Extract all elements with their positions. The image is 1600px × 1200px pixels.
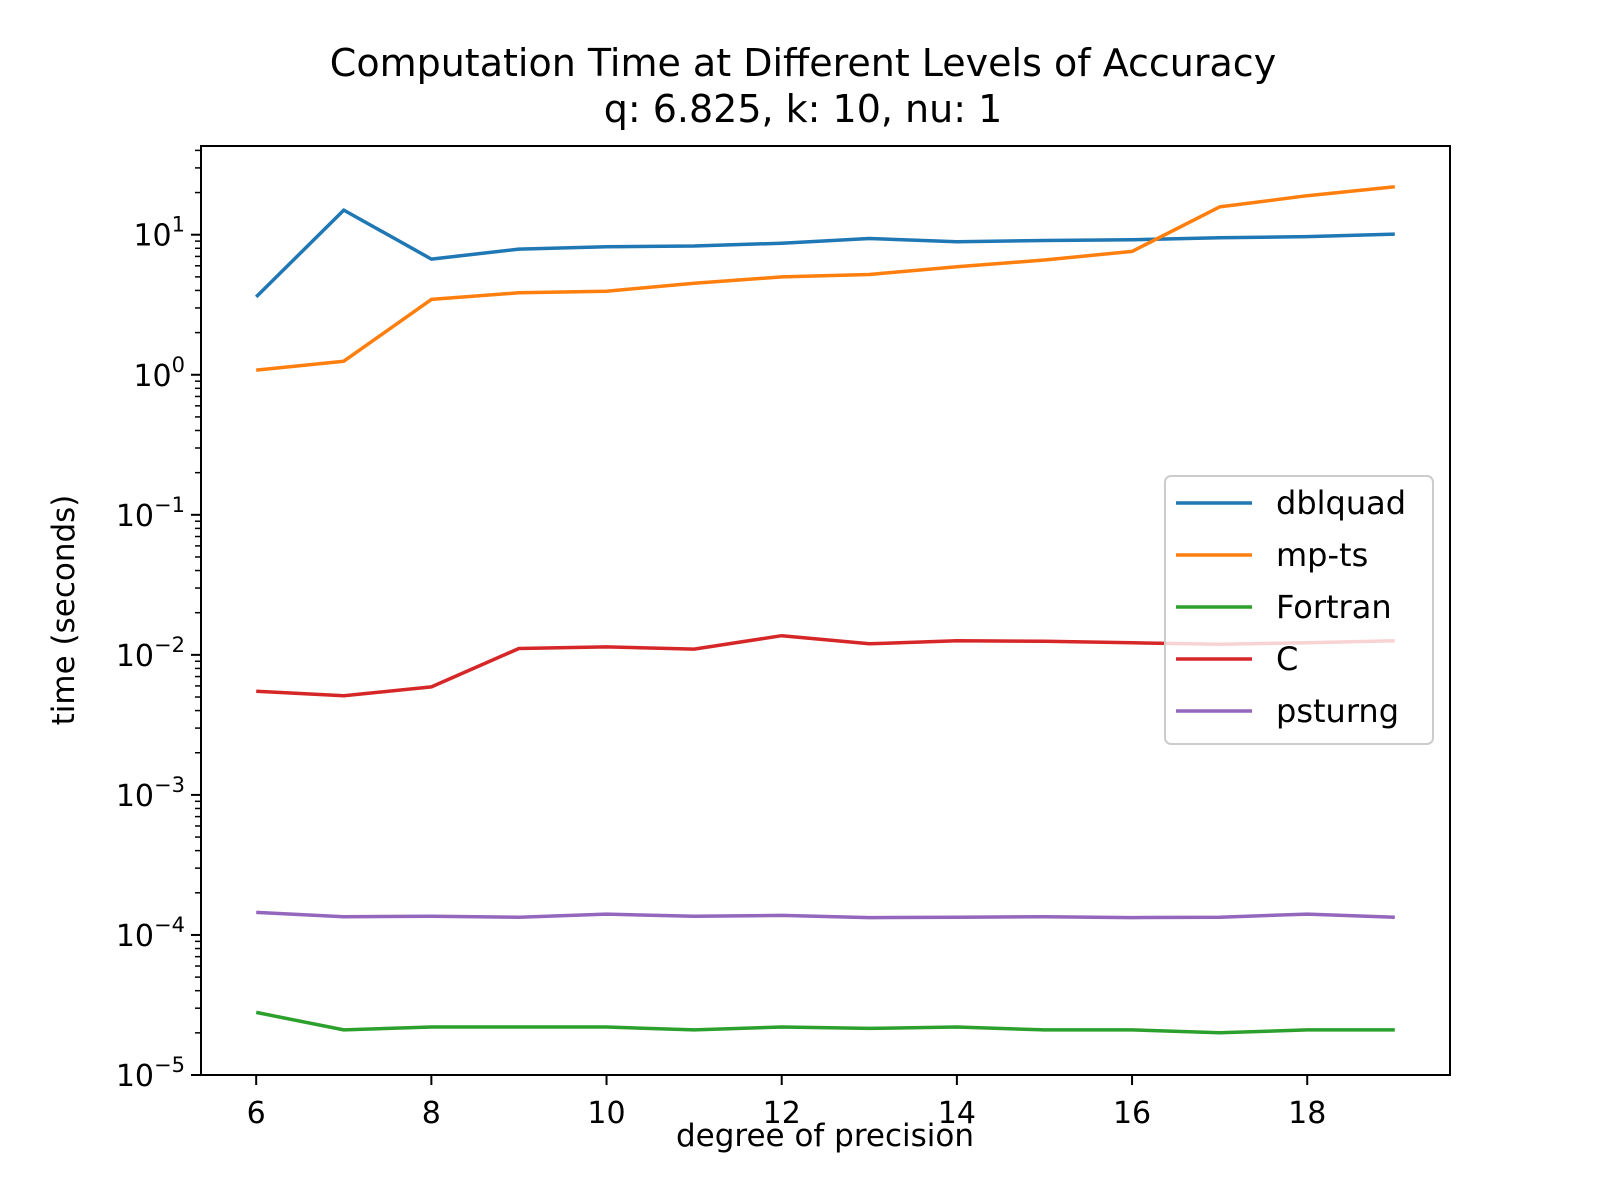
x-tick-label: 16 [1113, 1096, 1151, 1131]
y-tick-exponent: −1 [154, 493, 185, 517]
y-tick-exponent: −2 [154, 633, 185, 657]
x-axis-label: degree of precision [676, 1118, 974, 1154]
y-tick-exponent: −3 [154, 773, 185, 797]
y-tick-label: 100 [133, 353, 185, 394]
y-axis-label: time (seconds) [46, 495, 82, 726]
series-line-Fortran [255, 1010, 1395, 1035]
y-tick-exponent: −4 [154, 913, 185, 937]
legend-box [1164, 475, 1434, 745]
y-tick-base: 10 [133, 219, 171, 254]
legend-label-psturng: psturng [1276, 692, 1399, 730]
y-tick-label: 10−1 [116, 493, 185, 534]
x-tick-label: 12 [763, 1096, 801, 1131]
legend-label-C: C [1276, 640, 1298, 678]
y-tick-base: 10 [116, 779, 154, 814]
chart-subtitle: q: 6.825, k: 10, nu: 1 [604, 87, 1003, 131]
x-tick-label: 18 [1288, 1096, 1326, 1131]
x-tick-label: 10 [587, 1096, 625, 1131]
y-tick-label: 10−5 [116, 1053, 185, 1094]
series-line-dblquad [254, 208, 1395, 299]
y-tick-base: 10 [116, 1059, 154, 1094]
legend-label-mp-ts: mp-ts [1276, 536, 1368, 574]
y-tick-label: 10−3 [116, 773, 185, 814]
y-tick-exponent: 1 [172, 213, 185, 237]
y-tick-exponent: −5 [154, 1053, 185, 1077]
y-tick-base: 10 [116, 499, 154, 534]
plot-frame [200, 145, 1451, 1076]
legend-label-dblquad: dblquad [1276, 484, 1406, 522]
y-tick-exponent: 0 [172, 353, 185, 377]
y-tick-base: 10 [133, 359, 171, 394]
y-tick-label: 10−4 [116, 913, 185, 954]
legend-label-Fortran: Fortran [1276, 588, 1392, 626]
x-tick-label: 8 [422, 1096, 441, 1131]
y-tick-base: 10 [116, 639, 154, 674]
x-tick-label: 6 [247, 1096, 266, 1131]
chart-title: Computation Time at Different Levels of … [330, 41, 1276, 85]
series-line-psturng [256, 910, 1395, 920]
x-tick-label: 14 [938, 1096, 976, 1131]
series-line-mp-ts [256, 185, 1395, 372]
y-tick-base: 10 [116, 919, 154, 954]
y-tick-label: 10−2 [116, 633, 185, 674]
y-tick-label: 101 [133, 213, 185, 254]
